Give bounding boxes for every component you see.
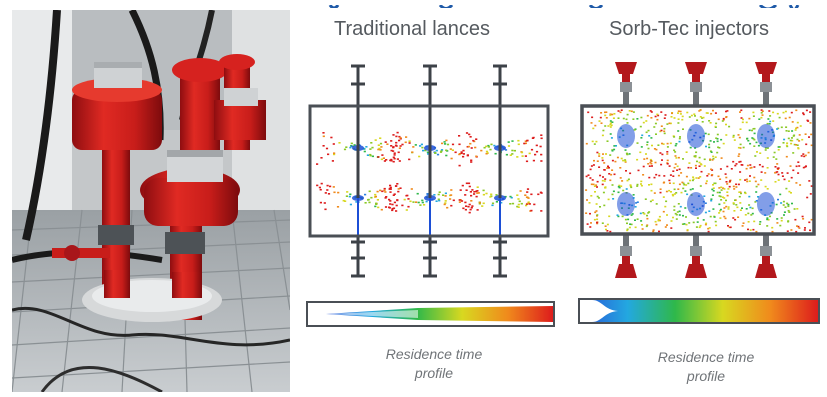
caption-line2: profile [686,368,726,384]
traditional-residence-bar [306,301,555,327]
sorbtec-residence-bar [578,298,820,324]
sorbtec-caption: Residence time profile [626,348,786,386]
sorbtec-injector-diagram [574,58,824,283]
traditional-caption: Residence time profile [354,345,514,383]
lance-2 [423,64,437,278]
duct-frame [580,104,816,236]
header-band [290,0,827,8]
injector-2 [685,62,707,278]
lance-1 [351,64,365,278]
residence-wedge [326,310,418,318]
caption-line1: Residence time [385,346,483,362]
panel-title-sorbtec: Sorb-Tec injectors [609,18,770,40]
caption-line2: profile [414,365,454,381]
panel-title-traditional: Traditional lances [334,18,491,40]
injector-1 [615,62,637,278]
particle-spray [585,109,813,233]
caption-line1: Residence time [657,349,755,365]
traditional-lance-diagram [302,58,560,283]
residence-funnel [580,300,618,322]
residence-gradient [580,300,818,322]
duct-frame [308,104,550,238]
lance-3 [493,64,507,278]
injector-3 [755,62,777,278]
injector-photo [12,10,290,392]
residence-gradient [326,306,553,322]
